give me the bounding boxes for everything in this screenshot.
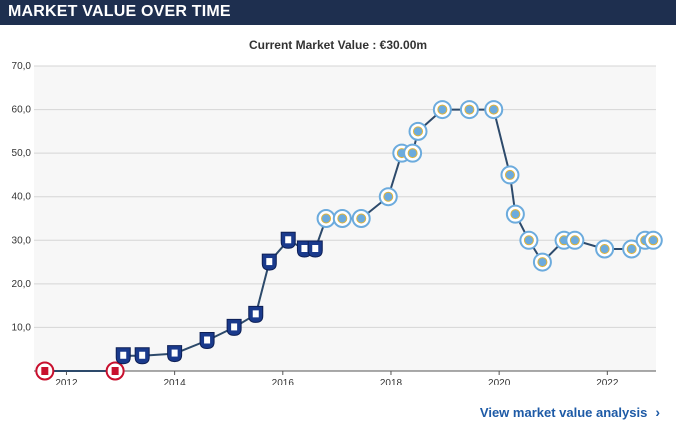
y-tick-label: 70,0 xyxy=(12,61,32,72)
everton-crest-tower xyxy=(301,245,308,252)
market-value-chart: 10,0 20,0 30,0 40,0 50,0 60,0 70,0 2012 2014 2016… xyxy=(12,61,663,385)
mancity-crest-center xyxy=(356,213,367,224)
y-tick-label: 60,0 xyxy=(12,105,32,116)
mancity-crest-center xyxy=(537,257,548,268)
mancity-crest-center xyxy=(510,209,521,220)
y-tick-label: 30,0 xyxy=(12,235,32,246)
mancity-crest-center xyxy=(337,213,348,224)
x-tick-label: 2016 xyxy=(272,378,295,385)
section-title: MARKET VALUE OVER TIME xyxy=(8,3,231,20)
section-header: MARKET VALUE OVER TIME xyxy=(0,0,676,25)
everton-crest-tower xyxy=(285,236,292,244)
x-tick-label: 2020 xyxy=(488,378,511,385)
mancity-crest-center xyxy=(464,104,475,115)
everton-crest-tower xyxy=(139,351,146,359)
mancity-crest-center xyxy=(407,148,418,159)
x-tick-label: 2014 xyxy=(164,378,187,385)
x-tick-label: 2012 xyxy=(55,378,78,385)
barnsley-crest-shield xyxy=(111,367,119,375)
mancity-crest-center xyxy=(523,235,534,246)
everton-crest-tower xyxy=(266,258,273,266)
mancity-crest-center xyxy=(413,126,424,137)
view-market-value-analysis-link[interactable]: View market value analysis › xyxy=(480,404,660,420)
everton-crest-tower xyxy=(252,310,259,318)
y-tick-label: 50,0 xyxy=(12,148,32,159)
mancity-crest-center xyxy=(626,244,637,254)
mancity-crest-center xyxy=(504,169,515,180)
x-tick-label: 2022 xyxy=(596,378,619,385)
mancity-crest-center xyxy=(648,235,659,246)
everton-crest-tower xyxy=(120,351,127,359)
current-market-value: Current Market Value : €30.00m xyxy=(248,38,428,52)
barnsley-crest-shield xyxy=(41,367,49,375)
y-tick-label: 40,0 xyxy=(12,192,32,203)
y-tick-label: 20,0 xyxy=(12,279,32,290)
everton-crest-tower xyxy=(231,323,238,331)
y-tick-label: 10,0 xyxy=(12,322,32,333)
everton-crest-tower xyxy=(312,245,319,252)
mancity-crest-center xyxy=(321,213,332,224)
link-label: View market value analysis xyxy=(479,404,648,420)
mancity-crest-center xyxy=(437,104,448,115)
mancity-crest-center xyxy=(488,104,499,115)
x-tick-label: 2018 xyxy=(380,378,403,385)
everton-crest-tower xyxy=(204,336,211,344)
mancity-crest-center xyxy=(383,191,394,202)
chevron-right-icon: › xyxy=(655,404,660,420)
everton-crest-tower xyxy=(171,349,178,357)
mancity-crest-center xyxy=(569,235,580,246)
mancity-crest-center xyxy=(599,244,610,254)
